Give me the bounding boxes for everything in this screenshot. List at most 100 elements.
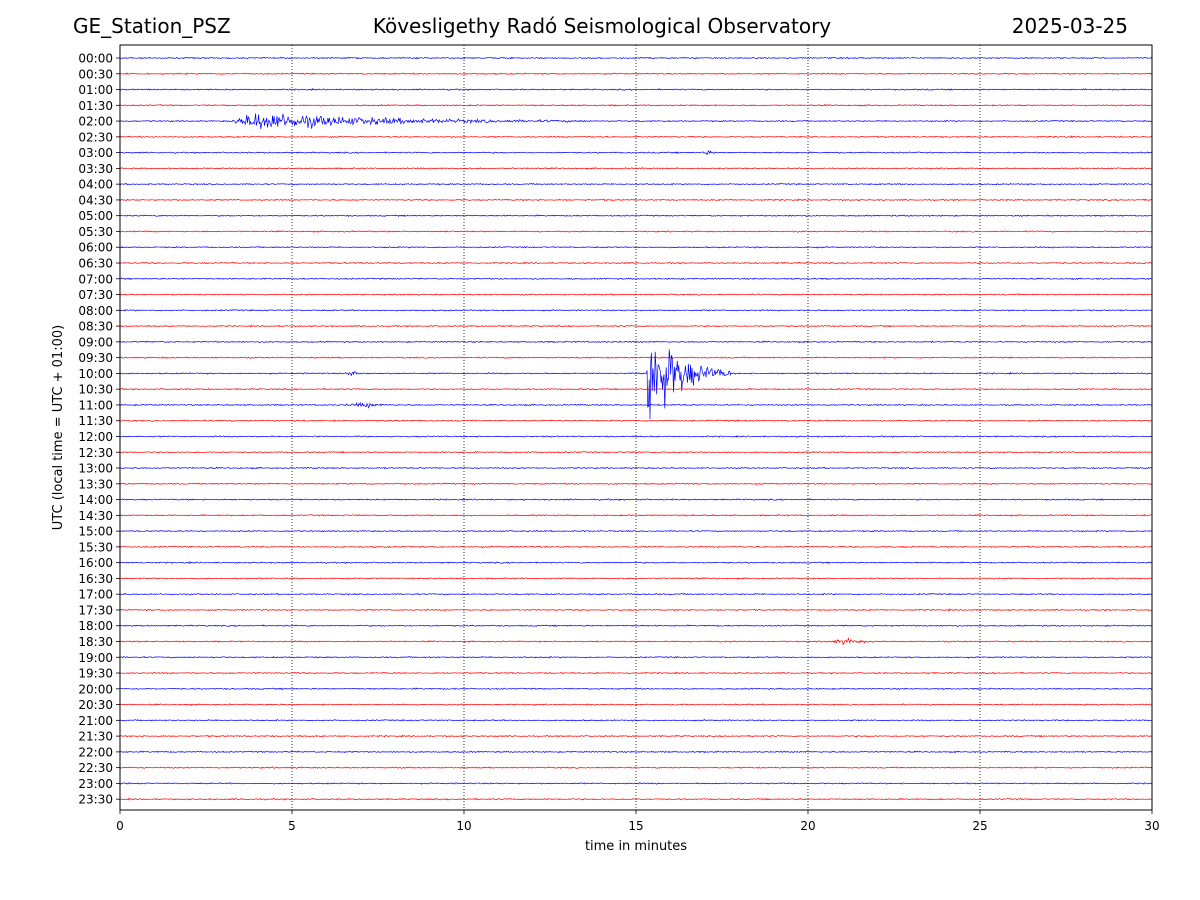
y-tick-label: 10:30 <box>78 383 113 397</box>
y-tick-label: 09:30 <box>78 351 113 365</box>
trace-0730 <box>119 293 1153 296</box>
trace-0100 <box>119 87 1153 91</box>
trace-1430 <box>119 513 1153 517</box>
trace-1800 <box>119 624 1153 628</box>
station-title: GE_Station_PSZ <box>73 14 231 38</box>
y-tick-label: 07:00 <box>78 272 113 286</box>
y-tick-label: 18:00 <box>78 619 113 633</box>
y-tick-label: 22:00 <box>78 745 113 759</box>
y-tick-label: 08:00 <box>78 304 113 318</box>
trace-1300 <box>119 466 1153 470</box>
y-tick-label: 23:30 <box>78 793 113 807</box>
trace-1530 <box>119 545 1153 549</box>
date-title: 2025-03-25 <box>1011 14 1128 38</box>
trace-1030 <box>119 387 1153 391</box>
observatory-title: Kövesligethy Radó Seismological Observat… <box>0 14 1200 38</box>
trace-1700 <box>119 592 1153 596</box>
trace-0430 <box>119 198 1153 202</box>
y-tick-label: 14:30 <box>78 509 113 523</box>
trace-0500 <box>119 214 1153 217</box>
y-tick-label: 11:00 <box>78 398 113 412</box>
trace-0930 <box>119 356 1153 359</box>
y-tick-label: 21:30 <box>78 730 113 744</box>
y-tick-label: 12:30 <box>78 446 113 460</box>
y-axis-label: UTC (local time = UTC + 01:00) <box>51 325 66 530</box>
y-tick-label: 06:30 <box>78 257 113 271</box>
trace-2000 <box>119 687 1153 691</box>
x-axis-label: time in minutes <box>585 839 687 854</box>
trace-0830 <box>119 324 1153 328</box>
observatory-title-text: Kövesligethy Radó Seismological Observat… <box>372 14 832 38</box>
y-tick-label: 17:00 <box>78 588 113 602</box>
y-tick-label: 19:00 <box>78 651 113 665</box>
trace-1230 <box>119 450 1153 454</box>
y-tick-label: 05:30 <box>78 225 113 239</box>
y-tick-label: 03:00 <box>78 146 113 160</box>
y-tick-label: 00:30 <box>78 67 113 81</box>
trace-1100 <box>119 401 1153 409</box>
x-axis: 0 5 10 15 20 25 30 <box>116 810 1160 833</box>
trace-2330 <box>119 797 1153 801</box>
y-tick-label: 04:00 <box>78 178 113 192</box>
y-tick-label: 01:00 <box>78 83 113 97</box>
x-tick-label: 15 <box>628 819 643 833</box>
trace-0800 <box>119 309 1153 312</box>
y-tick-label: 19:30 <box>78 667 113 681</box>
y-tick-label: 06:00 <box>78 241 113 255</box>
trace-0000 <box>119 56 1153 60</box>
x-tick-label: 20 <box>800 819 815 833</box>
y-tick-label: 00:00 <box>78 52 113 66</box>
trace-1000 <box>119 349 1152 420</box>
trace-2130 <box>119 734 1153 738</box>
y-tick-label: 18:30 <box>78 635 113 649</box>
grid-lines <box>291 45 981 810</box>
trace-1730 <box>119 608 1153 612</box>
y-tick-label: 21:00 <box>78 714 113 728</box>
trace-2030 <box>119 703 1153 707</box>
y-tick-label: 07:30 <box>78 288 113 302</box>
y-tick-label: 15:30 <box>78 540 113 554</box>
trace-1900 <box>119 655 1153 659</box>
x-tick-label: 25 <box>972 819 987 833</box>
y-tick-label: 11:30 <box>78 414 113 428</box>
y-tick-label: 12:00 <box>78 430 113 444</box>
trace-1130 <box>119 419 1153 423</box>
trace-0600 <box>119 245 1153 249</box>
trace-1200 <box>119 434 1153 438</box>
trace-2230 <box>119 766 1153 769</box>
y-tick-label: 16:00 <box>78 556 113 570</box>
trace-1930 <box>119 671 1153 675</box>
x-tick-label: 0 <box>116 819 124 833</box>
y-tick-label: 13:30 <box>78 477 113 491</box>
trace-1400 <box>119 497 1153 501</box>
trace-2200 <box>119 750 1153 754</box>
y-tick-label: 13:00 <box>78 462 113 476</box>
y-tick-label: 10:00 <box>78 367 113 381</box>
trace-0030 <box>119 72 1153 76</box>
trace-0530 <box>119 230 1153 233</box>
trace-0700 <box>119 277 1153 281</box>
y-tick-label: 09:00 <box>78 335 113 349</box>
trace-0200 <box>119 113 1153 130</box>
trace-0330 <box>119 167 1153 170</box>
y-tick-label: 05:00 <box>78 209 113 223</box>
trace-2300 <box>119 782 1153 785</box>
y-tick-label: 22:30 <box>78 761 113 775</box>
x-tick-label: 5 <box>288 819 296 833</box>
y-tick-label: 17:30 <box>78 603 113 617</box>
trace-0230 <box>119 135 1153 139</box>
y-tick-label: 02:00 <box>78 115 113 129</box>
trace-0400 <box>119 182 1153 186</box>
trace-1500 <box>119 529 1153 533</box>
y-tick-label: 23:00 <box>78 777 113 791</box>
x-tick-label: 10 <box>456 819 471 833</box>
y-tick-label: 20:00 <box>78 682 113 696</box>
y-tick-label: 04:30 <box>78 193 113 207</box>
trace-1600 <box>119 560 1153 565</box>
y-tick-label: 14:00 <box>78 493 113 507</box>
trace-1330 <box>119 482 1153 486</box>
trace-0300 <box>119 149 1153 155</box>
trace-0900 <box>119 340 1153 344</box>
